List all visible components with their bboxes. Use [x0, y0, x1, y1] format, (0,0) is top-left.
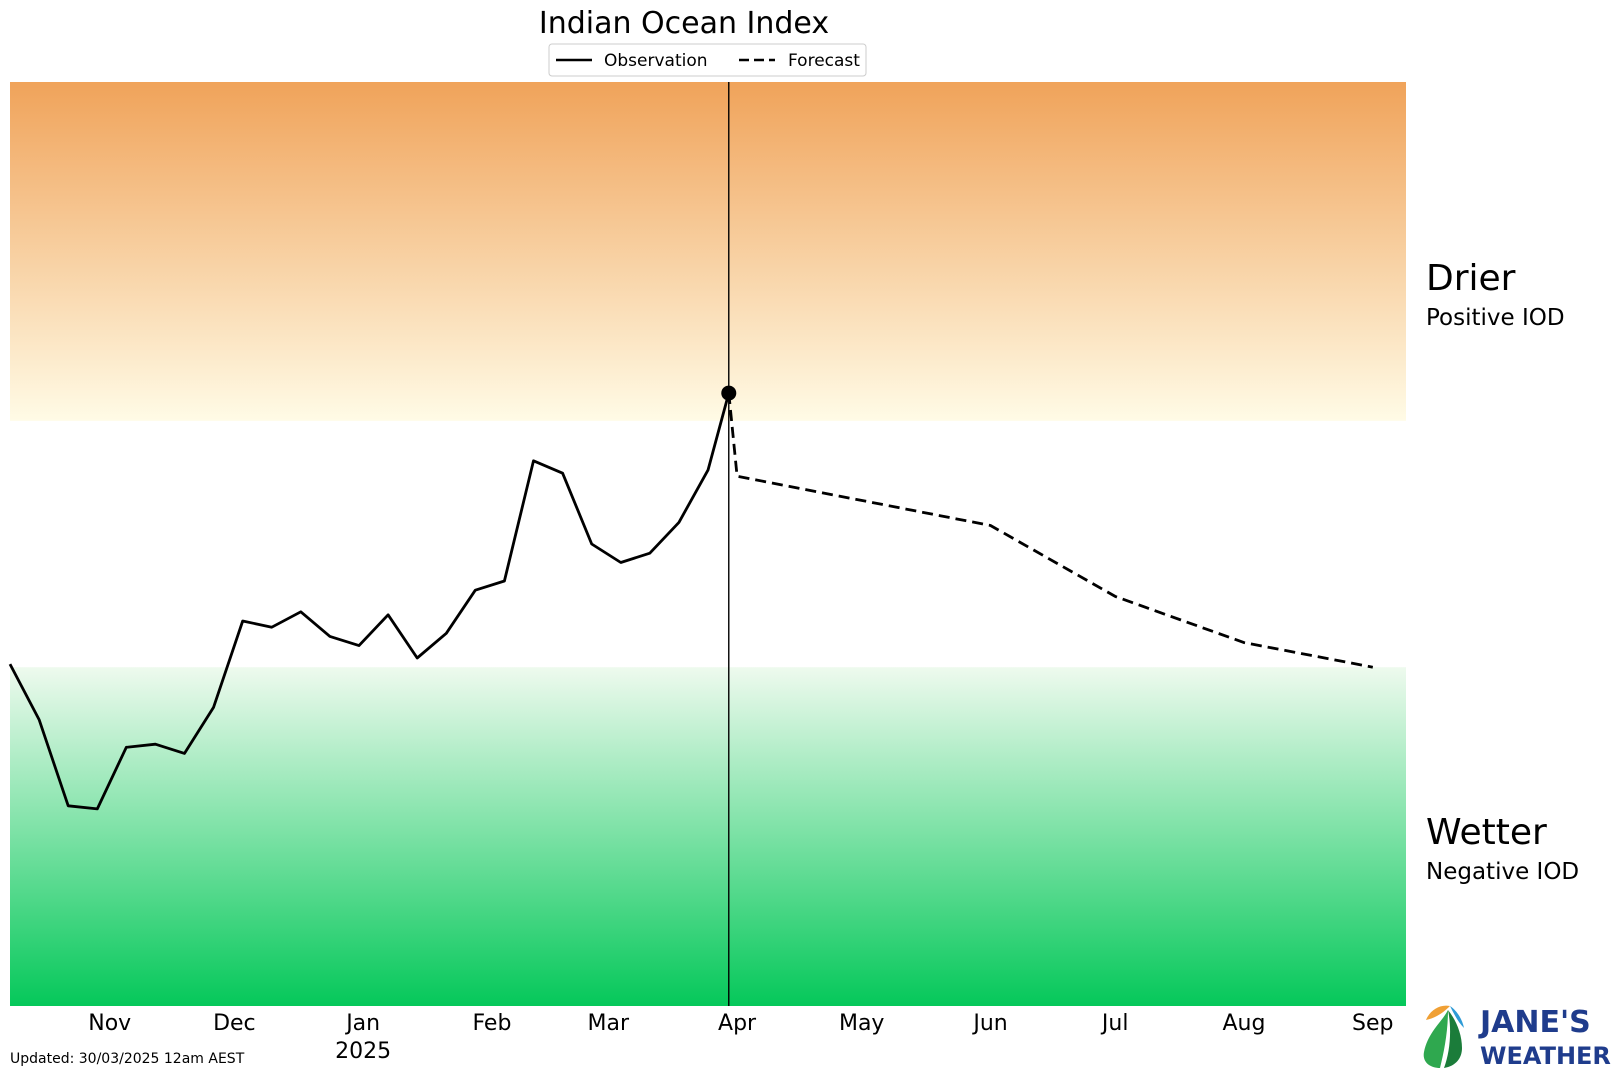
zones-layer — [10, 82, 1406, 1006]
wetter-label: Wetter — [1426, 812, 1547, 853]
x-tick-sublabel: 2025 — [335, 1039, 391, 1064]
wetter-zone — [10, 667, 1406, 1006]
x-tick-label: Jan — [344, 1011, 380, 1036]
drier-zone — [10, 82, 1406, 421]
x-tick-label: Sep — [1352, 1011, 1393, 1036]
chart-title: Indian Ocean Index — [539, 6, 829, 41]
x-tick-label: Jul — [1100, 1011, 1129, 1036]
negative-iod-label: Negative IOD — [1426, 859, 1579, 885]
x-tick-label: Dec — [213, 1011, 256, 1036]
legend-box — [548, 43, 867, 77]
leaf-droplet-logo-icon — [1423, 1005, 1464, 1068]
observation-line — [8, 392, 731, 811]
x-tick-label: Aug — [1222, 1011, 1265, 1036]
x-tick-label: May — [839, 1011, 884, 1036]
x-tick-label: Feb — [472, 1011, 511, 1036]
current-value-marker — [721, 385, 737, 401]
zone-labels: Drier Positive IOD Wetter Negative IOD — [1426, 258, 1579, 885]
x-tick-label: Jun — [971, 1011, 1007, 1036]
legend-observation-label: Observation — [604, 51, 708, 71]
x-tick-label: Mar — [588, 1011, 630, 1036]
brand-line2: WEATHER — [1480, 1042, 1611, 1070]
brand-logo: JANE'S WEATHER — [1423, 1005, 1611, 1070]
x-tick-label: Apr — [718, 1011, 757, 1036]
updated-timestamp: Updated: 30/03/2025 12am AEST — [10, 1051, 245, 1067]
drier-label: Drier — [1426, 258, 1516, 299]
legend-forecast-label: Forecast — [788, 51, 860, 71]
forecast-line — [727, 392, 1374, 669]
x-tick-label: Nov — [88, 1011, 131, 1036]
brand-line1: JANE'S — [1478, 1005, 1591, 1040]
lines-layer — [8, 82, 1374, 1006]
legend: Observation Forecast — [548, 43, 867, 77]
positive-iod-label: Positive IOD — [1426, 305, 1565, 331]
x-tick-labels: Nov Dec Jan 2025 Feb Mar Apr May Jun Jul Aug Sep — [88, 1011, 1393, 1064]
